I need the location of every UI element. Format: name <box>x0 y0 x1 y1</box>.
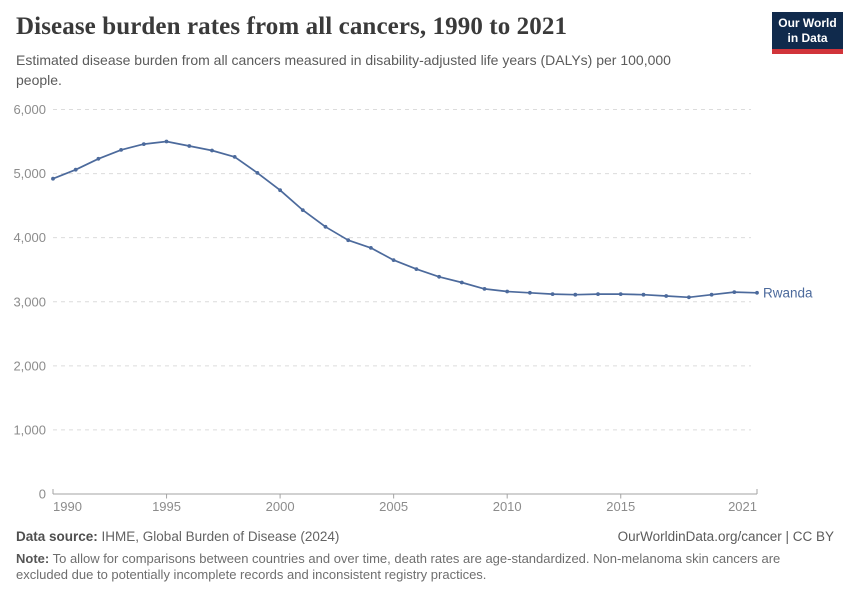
data-point[interactable] <box>550 292 555 296</box>
rwanda-series-line[interactable] <box>52 140 758 299</box>
data-point[interactable] <box>505 289 510 294</box>
attribution-link[interactable]: OurWorldinData.org/cancer | CC BY <box>617 529 834 544</box>
data-point[interactable] <box>732 290 737 294</box>
y-tick-label: 5,000 <box>13 166 46 181</box>
page-title: Disease burden rates from all cancers, 1… <box>16 13 568 40</box>
x-tick-label: 2021 <box>728 499 757 514</box>
x-tick-label: 2010 <box>493 499 522 514</box>
data-point[interactable] <box>187 144 192 148</box>
data-point[interactable] <box>210 148 214 153</box>
owid-logo-text: Our World in Data <box>772 12 843 49</box>
entity-label-rwanda[interactable]: Rwanda <box>763 285 813 300</box>
y-tick-label: 3,000 <box>13 294 46 309</box>
data-point[interactable] <box>709 292 714 297</box>
data-point[interactable] <box>528 290 532 295</box>
data-point[interactable] <box>573 292 578 297</box>
data-point[interactable] <box>459 280 464 285</box>
y-tick-label: 1,000 <box>13 422 46 437</box>
data-source: Data source: IHME, Global Burden of Dise… <box>16 529 340 544</box>
x-tick-label: 2005 <box>379 499 408 514</box>
y-tick-label: 2,000 <box>13 358 46 373</box>
data-point[interactable] <box>437 274 441 279</box>
x-tick-label: 2000 <box>266 499 295 514</box>
data-point[interactable] <box>414 267 419 271</box>
data-point[interactable] <box>232 155 237 159</box>
data-point[interactable] <box>323 224 328 229</box>
data-point[interactable] <box>51 176 55 181</box>
data-point[interactable] <box>641 292 646 297</box>
data-point[interactable] <box>664 294 669 298</box>
data-point[interactable] <box>278 188 282 193</box>
chart-subtitle: Estimated disease burden from all cancer… <box>16 52 671 88</box>
y-tick-label: 0 <box>39 487 46 502</box>
data-point[interactable] <box>96 156 101 161</box>
data-point[interactable] <box>119 148 123 152</box>
owid-logo[interactable]: Our World in Data <box>772 12 843 54</box>
x-tick-label: 2015 <box>606 499 635 514</box>
data-point[interactable] <box>391 258 396 262</box>
data-point[interactable] <box>482 287 487 291</box>
data-point[interactable] <box>73 167 78 172</box>
data-point[interactable] <box>164 139 169 144</box>
data-point[interactable] <box>618 292 623 296</box>
data-point[interactable] <box>755 290 759 295</box>
footer-note: Note: To allow for comparisons between c… <box>16 551 781 582</box>
x-tick-label: 1995 <box>152 499 181 514</box>
y-tick-label: 6,000 <box>13 102 46 117</box>
data-point[interactable] <box>255 171 260 175</box>
data-point[interactable] <box>300 208 305 213</box>
y-tick-label: 4,000 <box>13 230 46 245</box>
data-point[interactable] <box>141 142 146 147</box>
data-point[interactable] <box>369 246 373 250</box>
footer-source-row: Data source: IHME, Global Burden of Dise… <box>16 529 834 544</box>
data-point[interactable] <box>687 295 691 300</box>
owid-logo-red-bar <box>772 49 843 54</box>
x-tick-label: 1990 <box>53 499 82 514</box>
data-point[interactable] <box>596 292 600 296</box>
data-point[interactable] <box>346 238 351 243</box>
